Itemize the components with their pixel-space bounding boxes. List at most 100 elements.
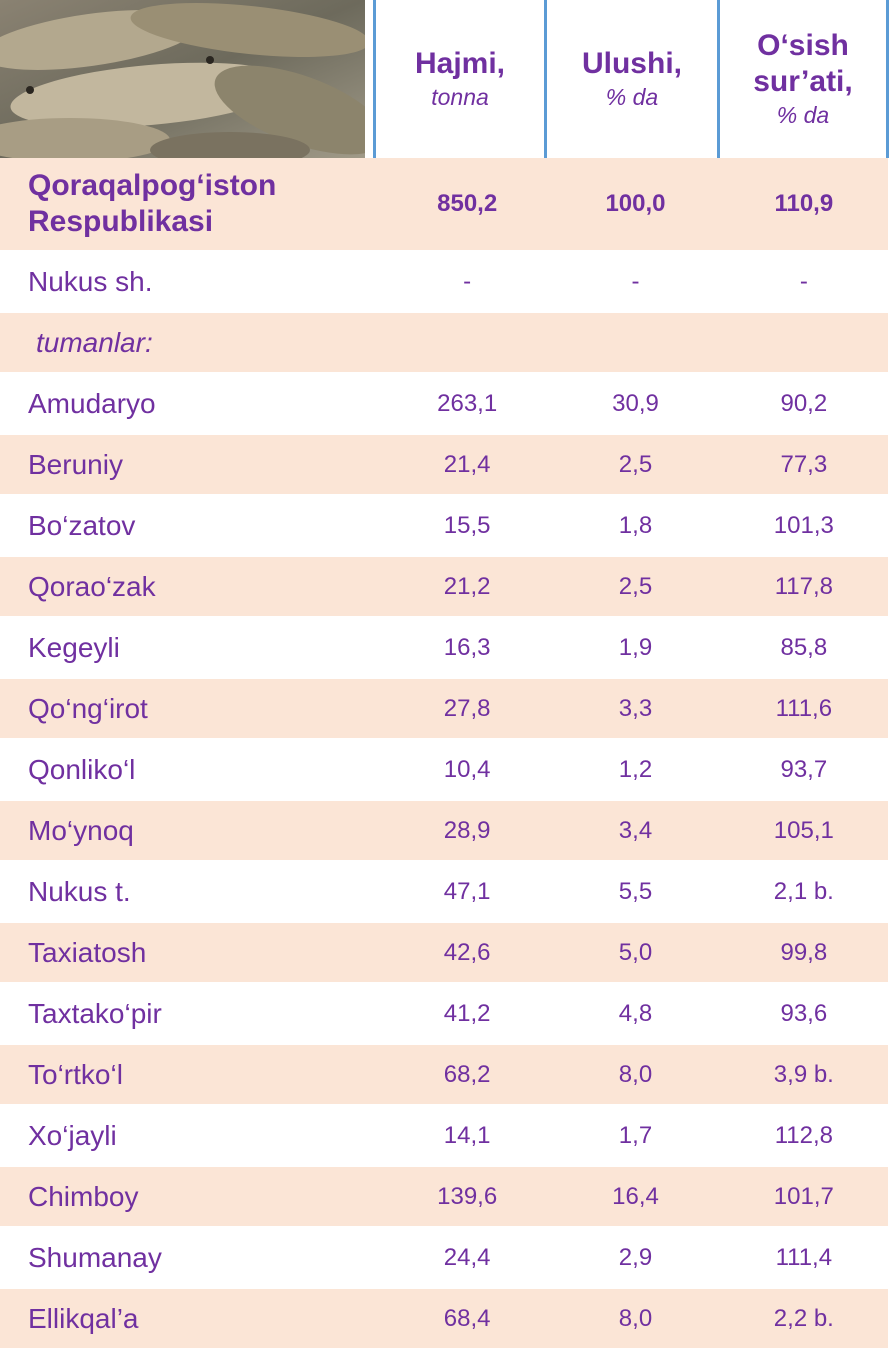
column-title: O‘sish sur’ati, bbox=[753, 29, 853, 98]
cell-value: 1,2 bbox=[618, 755, 653, 783]
row-label: Amudaryo bbox=[28, 387, 156, 419]
table-row: tumanlar: bbox=[0, 313, 888, 372]
table-row: Qorao‘zak 21,2 2,5 117,8 bbox=[0, 557, 888, 616]
row-label: Shumanay bbox=[28, 1241, 162, 1273]
fish-photo bbox=[0, 0, 365, 158]
table-row: Bo‘zatov 15,5 1,8 101,3 bbox=[0, 496, 888, 555]
row-label: Kegeyli bbox=[28, 631, 120, 663]
column-divider bbox=[373, 0, 376, 158]
cell-value: 68,4 bbox=[383, 1289, 552, 1348]
column-title: Ulushi, bbox=[581, 47, 682, 80]
cell-value: 111,6 bbox=[719, 679, 888, 738]
cell-value: 93,7 bbox=[780, 755, 828, 783]
row-label: Mo‘ynoq bbox=[0, 801, 383, 860]
cell-value: 101,3 bbox=[773, 511, 834, 539]
cell-value: 42,6 bbox=[383, 923, 552, 982]
cell-value: 16,4 bbox=[551, 1167, 720, 1226]
row-label: Taxtako‘pir bbox=[28, 997, 162, 1029]
cell-value: 3,9 b. bbox=[719, 1045, 888, 1104]
cell-value: 5,0 bbox=[551, 923, 720, 982]
row-label: Nukus sh. bbox=[28, 265, 153, 297]
row-label: tumanlar: bbox=[0, 313, 383, 372]
table-row: Qoraqalpog‘iston Respublikasi 850,2 100,0 1… bbox=[0, 158, 888, 250]
cell-value: 105,1 bbox=[719, 801, 888, 860]
row-label: Ellikqal’a bbox=[0, 1289, 383, 1348]
cell-value: 93,6 bbox=[780, 999, 828, 1027]
cell-value: 1,9 bbox=[618, 633, 653, 661]
cell-value: 77,3 bbox=[719, 435, 888, 494]
cell-value: 2,5 bbox=[551, 435, 720, 494]
column-header: O‘sish sur’ati, % da bbox=[720, 0, 886, 158]
row-label: Beruniy bbox=[0, 435, 383, 494]
cell-value: 110,9 bbox=[719, 158, 888, 250]
row-label: Qoraqalpog‘iston Respublikasi bbox=[0, 158, 383, 250]
cell-value: 47,1 bbox=[443, 877, 491, 905]
table-row: Ellikqal’a 68,4 8,0 2,2 b. bbox=[0, 1289, 888, 1348]
cell-value: 16,3 bbox=[443, 633, 491, 661]
cell-value: 4,8 bbox=[618, 999, 653, 1027]
cell-value: 90,2 bbox=[780, 389, 828, 417]
cell-value: 117,8 bbox=[719, 557, 888, 616]
table-row: Amudaryo 263,1 30,9 90,2 bbox=[0, 374, 888, 433]
cell-value: 15,5 bbox=[443, 511, 491, 539]
cell-value: 112,8 bbox=[774, 1121, 833, 1149]
cell-value: 21,2 bbox=[383, 557, 552, 616]
cell-value: 2,1 b. bbox=[773, 877, 834, 905]
cell-value: 1,7 bbox=[618, 1121, 653, 1149]
table-header: Hajmi, tonna Ulushi, % da O‘sish sur’ati, % d… bbox=[0, 0, 893, 158]
row-label: To‘rtko‘l bbox=[0, 1045, 383, 1104]
row-label: Qonliko‘l bbox=[28, 753, 136, 785]
table-row: To‘rtko‘l 68,2 8,0 3,9 b. bbox=[0, 1045, 888, 1104]
cell-value: - bbox=[463, 267, 472, 295]
cell-value: 2,5 bbox=[551, 557, 720, 616]
cell-value: 8,0 bbox=[551, 1289, 720, 1348]
table-row: Taxiatosh 42,6 5,0 99,8 bbox=[0, 923, 888, 982]
table-row: Kegeyli 16,3 1,9 85,8 bbox=[0, 618, 888, 677]
data-table: Qoraqalpog‘iston Respublikasi 850,2 100,0 1… bbox=[0, 156, 888, 1350]
empty-cell bbox=[719, 313, 888, 372]
cell-value: 100,0 bbox=[551, 158, 720, 250]
cell-value: 2,2 b. bbox=[719, 1289, 888, 1348]
cell-value: 101,7 bbox=[719, 1167, 888, 1226]
cell-value: 85,8 bbox=[780, 633, 828, 661]
cell-value: 111,4 bbox=[775, 1243, 833, 1271]
cell-value: 8,0 bbox=[551, 1045, 720, 1104]
table-row: Chimboy 139,6 16,4 101,7 bbox=[0, 1167, 888, 1226]
column-unit: % da bbox=[605, 84, 659, 110]
row-label: Bo‘zatov bbox=[28, 509, 136, 541]
table-row: Nukus t. 47,1 5,5 2,1 b. bbox=[0, 862, 888, 921]
cell-value: 850,2 bbox=[383, 158, 552, 250]
table-row: Mo‘ynoq 28,9 3,4 105,1 bbox=[0, 801, 888, 860]
cell-value: 41,2 bbox=[443, 999, 491, 1027]
table-row: Taxtako‘pir 41,2 4,8 93,6 bbox=[0, 984, 888, 1043]
table-row: Shumanay 24,4 2,9 111,4 bbox=[0, 1228, 888, 1287]
table-row: Qonliko‘l 10,4 1,2 93,7 bbox=[0, 740, 888, 799]
cell-value: - bbox=[799, 267, 808, 295]
row-label: Qorao‘zak bbox=[0, 557, 383, 616]
column-header: Ulushi, % da bbox=[547, 0, 717, 158]
cell-value: 21,4 bbox=[383, 435, 552, 494]
empty-cell bbox=[551, 313, 720, 372]
row-label: Taxiatosh bbox=[0, 923, 383, 982]
table-row: Xo‘jayli 14,1 1,7 112,8 bbox=[0, 1106, 888, 1165]
cell-value: 30,9 bbox=[612, 389, 659, 417]
column-header: Hajmi, tonna bbox=[376, 0, 544, 158]
cell-value: 68,2 bbox=[383, 1045, 552, 1104]
cell-value: 10,4 bbox=[443, 755, 491, 783]
row-label: Nukus t. bbox=[28, 875, 131, 907]
cell-value: 14,1 bbox=[443, 1121, 491, 1149]
cell-value: 3,3 bbox=[551, 679, 720, 738]
column-divider bbox=[717, 0, 720, 158]
column-divider bbox=[544, 0, 547, 158]
column-unit: % da bbox=[776, 102, 830, 128]
table-row: Beruniy 21,4 2,5 77,3 bbox=[0, 435, 888, 494]
empty-cell bbox=[383, 313, 552, 372]
cell-value: 28,9 bbox=[383, 801, 552, 860]
column-unit: tonna bbox=[431, 84, 489, 110]
cell-value: 3,4 bbox=[551, 801, 720, 860]
table-row: Qo‘ng‘irot 27,8 3,3 111,6 bbox=[0, 679, 888, 738]
cell-value: 99,8 bbox=[719, 923, 888, 982]
table-row: Nukus sh. - - - bbox=[0, 252, 888, 311]
cell-value: 5,5 bbox=[618, 877, 653, 905]
